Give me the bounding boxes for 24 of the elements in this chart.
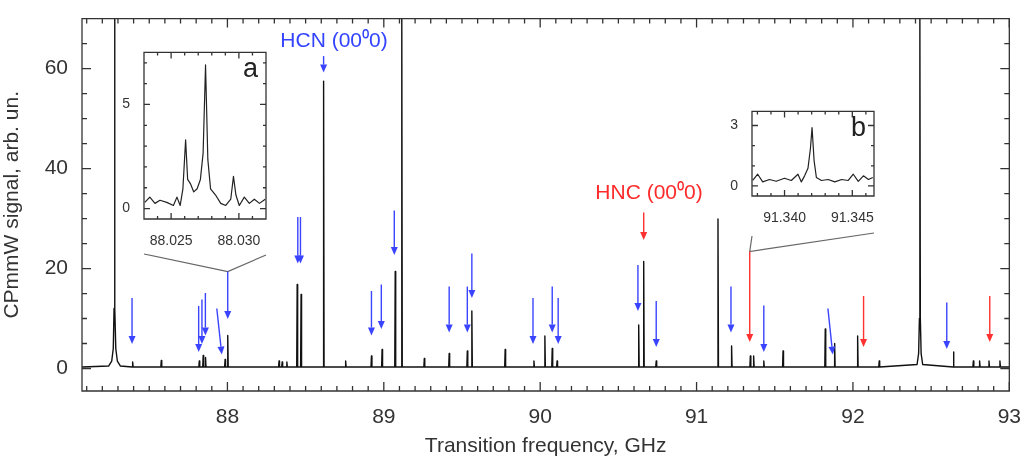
annotation: a [242,53,259,84]
y-axis-title: CPmmW signal, arb. un. [0,91,23,319]
x-tick-label: 91 [684,404,709,428]
x-tick-label: 91.345 [830,209,874,226]
x-tick-label: 93 [997,404,1021,428]
y-tick-label: 5 [122,95,131,112]
y-tick-label: 60 [44,55,68,79]
annotation: b [850,112,866,143]
y-tick-label: 0 [122,199,131,216]
y-tick-label: 40 [44,155,68,179]
y-tick-label: 20 [44,255,68,279]
x-axis-title: Transition frequency, GHz [424,433,667,457]
x-tick-label: 89 [372,404,396,428]
y-tick-label: 3 [730,116,739,133]
x-tick-label: 88.025 [149,232,193,249]
x-tick-label: 92 [841,404,865,428]
y-tick-label: 0 [730,176,739,193]
x-tick-label: 91.340 [763,209,807,226]
annotation: HCN (00⁰0) [280,28,388,51]
x-tick-label: 90 [528,404,552,428]
x-tick-label: 88 [215,404,240,428]
x-tick-label: 88.030 [217,232,261,249]
y-tick-label: 0 [56,355,68,379]
annotation: HNC (00⁰0) [595,180,703,203]
